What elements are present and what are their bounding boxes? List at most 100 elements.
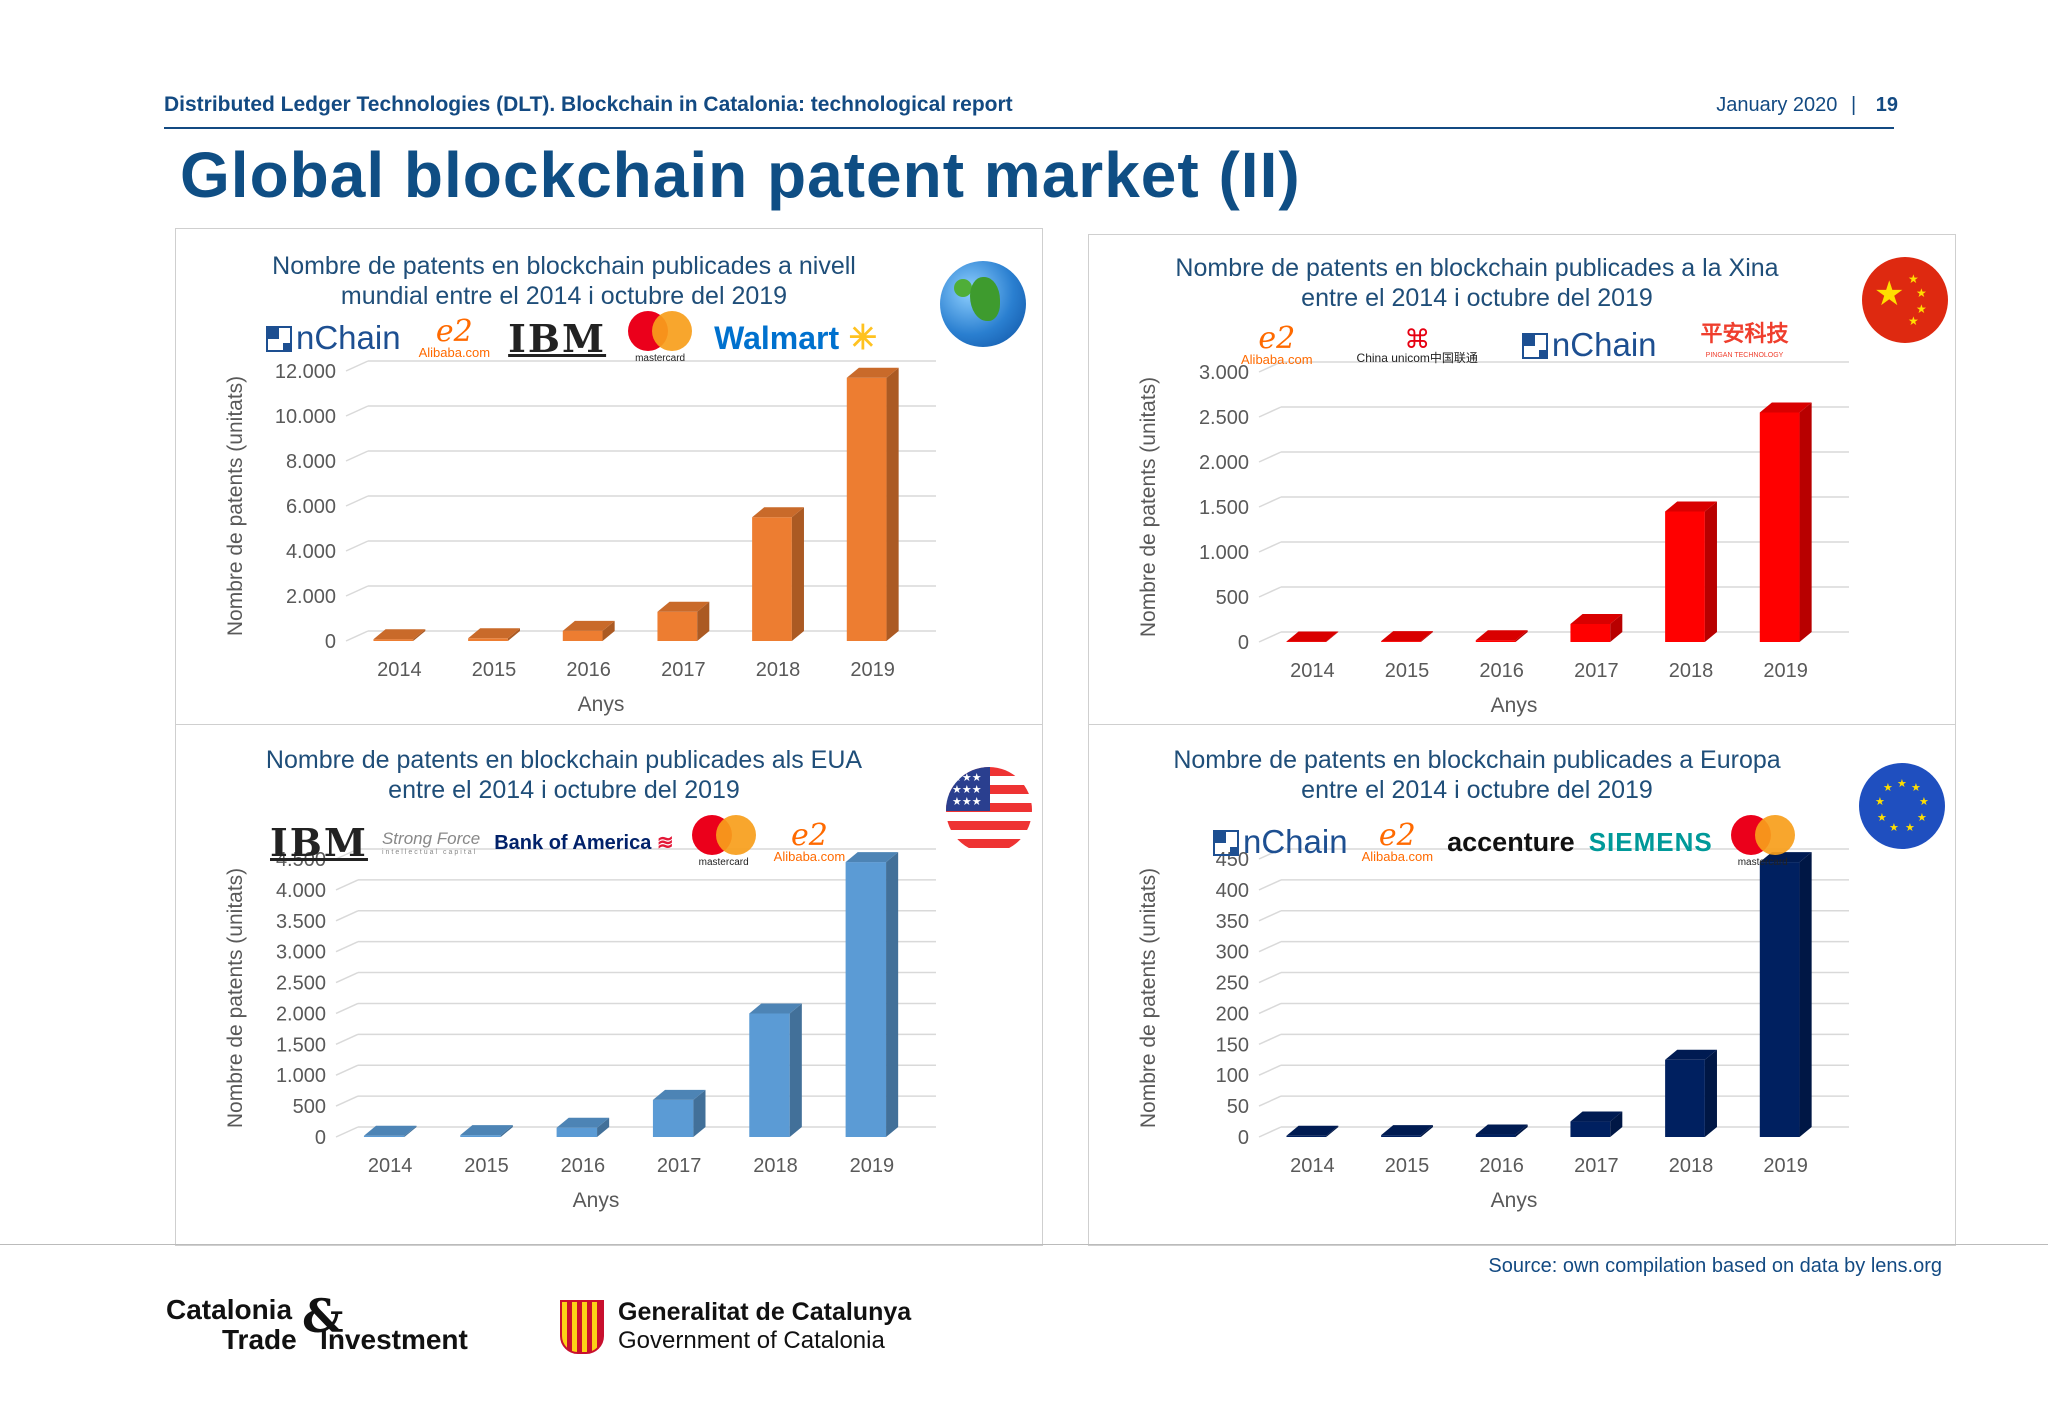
bar-2015 xyxy=(1381,631,1433,642)
walmart-logo: Walmart ✳ xyxy=(714,319,878,357)
x-tick-label: 2017 xyxy=(1574,1155,1619,1177)
gridline-depth xyxy=(1258,361,1282,373)
source-note: Source: own compilation based on data by… xyxy=(1488,1255,1942,1277)
y-tick-label: 2.000 xyxy=(276,1003,326,1025)
gridline-depth xyxy=(335,1033,359,1046)
bar-front xyxy=(1381,641,1421,642)
bar-side xyxy=(789,1003,802,1137)
y-tick-label: 200 xyxy=(1216,1003,1249,1025)
bar-2018 xyxy=(1665,501,1717,642)
bar-top xyxy=(1381,1125,1433,1136)
x-axis-label: Anys xyxy=(573,1189,620,1212)
chart-title-usa: Nombre de patents en blockchain publicad… xyxy=(176,745,1042,805)
nchain-logo: nChain xyxy=(1213,823,1348,861)
footer-rule xyxy=(0,1244,2048,1245)
alibaba-logo: e2 Alibaba.com xyxy=(773,817,846,864)
gridline-depth xyxy=(1258,406,1282,418)
bar-front xyxy=(657,611,698,641)
bar-front xyxy=(749,1013,790,1137)
y-tick-label: 3.500 xyxy=(276,911,326,933)
alibaba-logo: e2 Alibaba.com xyxy=(1361,817,1434,864)
header-date-page: January 2020 | 19 xyxy=(1716,94,1898,117)
chart-title-europe: Nombre de patents en blockchain publicad… xyxy=(1089,745,1955,805)
gridline-depth xyxy=(1258,1064,1282,1076)
y-tick-label: 2.000 xyxy=(1199,452,1249,474)
bar-2017 xyxy=(657,601,710,641)
bar-front xyxy=(460,1135,501,1137)
bar-side xyxy=(597,1117,610,1137)
x-tick-label: 2019 xyxy=(850,1155,895,1177)
usa-flag-icon: ★★★ ★★★ ★★★ xyxy=(946,767,1032,853)
x-tick-label: 2017 xyxy=(657,1155,702,1177)
x-axis-label: Anys xyxy=(578,693,625,716)
bar-2017 xyxy=(1570,614,1623,642)
x-tick-label: 2014 xyxy=(1290,660,1335,682)
chart-title-line: entre el 2014 i octubre del 2019 xyxy=(1301,776,1653,804)
alibaba-logo: e2 Alibaba.com xyxy=(1241,320,1313,367)
chart-title-line: Nombre de patents en blockchain publicad… xyxy=(265,746,863,774)
y-tick-label: 250 xyxy=(1216,973,1249,995)
bar-top xyxy=(846,367,899,378)
gridline-depth xyxy=(1258,1002,1282,1015)
chart-title-world: Nombre de patents en blockchain publicad… xyxy=(176,251,1042,311)
chart-title-china: Nombre de patents en blockchain publicad… xyxy=(1089,253,1955,313)
gridline-depth xyxy=(335,879,359,891)
bar-top xyxy=(657,601,710,612)
catalan-shield-icon xyxy=(560,1299,604,1354)
bar-2014 xyxy=(1286,1125,1339,1137)
gridline-depth xyxy=(1258,910,1282,922)
bar-side xyxy=(1799,402,1812,642)
bar-2016 xyxy=(556,1117,610,1137)
bar-top xyxy=(1475,1124,1528,1135)
y-axis-label: Nombre de patents (unitats) xyxy=(1137,868,1160,1128)
bar-front xyxy=(363,1135,405,1137)
bar-side xyxy=(1515,1124,1528,1137)
bar-front xyxy=(1381,1135,1421,1137)
gridline-depth xyxy=(345,585,369,597)
bar-front xyxy=(1570,1121,1611,1137)
cti-line1: Catalonia xyxy=(166,1294,293,1325)
gridline-depth xyxy=(335,940,359,953)
bar-2019 xyxy=(846,367,899,641)
x-tick-label: 2015 xyxy=(1385,1155,1430,1177)
gridline-depth xyxy=(335,971,359,984)
x-tick-label: 2017 xyxy=(661,659,706,681)
y-tick-label: 3.000 xyxy=(276,942,326,964)
siemens-logo: SIEMENS xyxy=(1588,826,1713,857)
bar-top xyxy=(1570,614,1623,624)
bar-top xyxy=(363,1125,417,1136)
cti-ampersand: & xyxy=(302,1289,344,1343)
bar-top xyxy=(1759,402,1812,413)
bar-2019 xyxy=(1759,402,1812,642)
strong-force-logo: Strong Force intellectual capital xyxy=(381,828,481,856)
bar-side xyxy=(404,1125,417,1137)
report-title: Distributed Ledger Technologies (DLT). B… xyxy=(164,93,1013,116)
y-tick-label: 12.000 xyxy=(275,361,336,383)
y-tick-label: 500 xyxy=(1216,587,1249,609)
y-tick-label: 50 xyxy=(1227,1096,1249,1118)
bar-front xyxy=(1286,1135,1327,1137)
bar-front xyxy=(1475,640,1516,642)
bar-side xyxy=(1704,1049,1717,1137)
bar-top xyxy=(1286,631,1339,642)
gridline-depth xyxy=(345,495,369,507)
gridline-depth xyxy=(335,1095,359,1107)
x-axis-label: Anys xyxy=(1491,1189,1538,1212)
generalitat-logo: Generalitat de Catalunya Government of C… xyxy=(560,1298,911,1355)
bar-chart-usa: 0 500 1.000 1.500 2.000 2.500 3.000 3.500 4.000 4… xyxy=(224,848,936,1212)
x-tick-label: 2018 xyxy=(756,659,801,681)
bar-2014 xyxy=(373,629,426,641)
alibaba-logo: e2 Alibaba.com xyxy=(418,313,491,360)
y-tick-label: 300 xyxy=(1216,942,1249,964)
gridline-depth xyxy=(335,1126,359,1138)
gridline-depth xyxy=(1258,971,1282,984)
bar-front xyxy=(1759,862,1800,1137)
separator: | xyxy=(1850,94,1857,116)
china-unicom-logo: ⌘ China unicom中国联通 xyxy=(1356,324,1478,365)
x-tick-label: 2019 xyxy=(1763,1155,1808,1177)
y-tick-label: 0 xyxy=(315,1127,326,1149)
bank-of-america-logo: Bank of America ≋ xyxy=(494,831,674,854)
gridline-depth xyxy=(1258,631,1282,643)
bar-side xyxy=(697,601,710,641)
cti-line2: Trade Investment xyxy=(222,1324,468,1355)
